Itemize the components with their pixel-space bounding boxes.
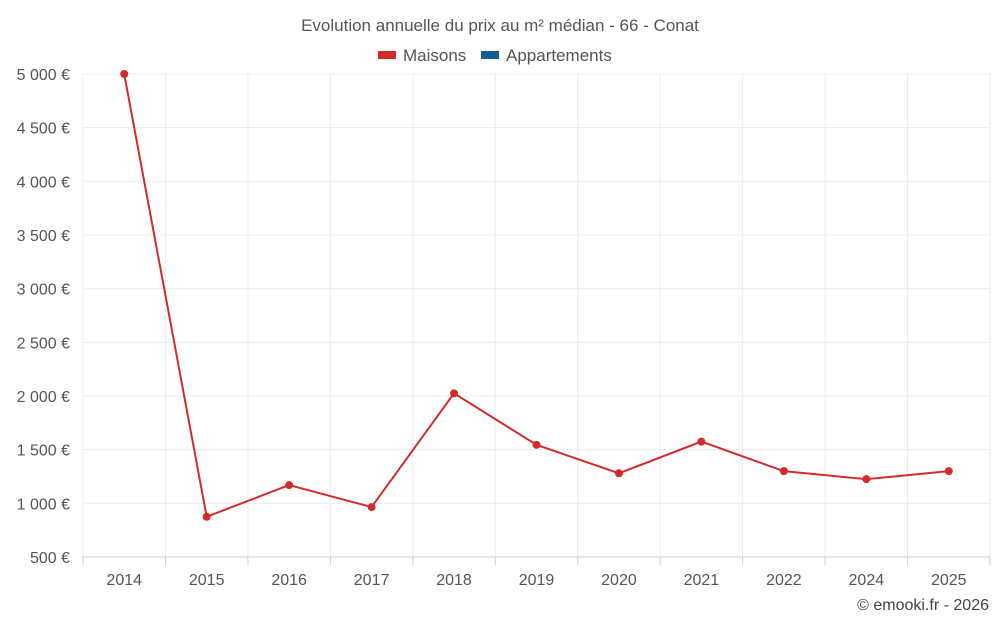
- y-tick-label: 1 500 €: [17, 443, 70, 460]
- legend-item-maisons[interactable]: Maisons: [378, 46, 466, 65]
- x-tick-label: 2022: [766, 572, 802, 589]
- y-axis-ticks: 500 € 1 000 € 1 500 € 2 000 € 2 500 € 3 000 €…: [17, 67, 70, 567]
- x-tick-label: 2014: [106, 572, 142, 589]
- y-tick-label: 2 000 €: [17, 389, 70, 406]
- y-tick-label: 2 500 €: [17, 335, 70, 352]
- data-point[interactable]: [202, 512, 211, 521]
- data-point[interactable]: [697, 437, 706, 446]
- y-tick-label: 5 000 €: [17, 67, 70, 84]
- data-point[interactable]: [367, 503, 376, 512]
- x-tick-label: 2024: [849, 572, 885, 589]
- data-point[interactable]: [862, 475, 871, 484]
- legend-label-appartements: Appartements: [506, 46, 612, 65]
- data-point[interactable]: [285, 481, 294, 490]
- x-tick-label: 2017: [354, 572, 390, 589]
- x-axis-ticks: 2014 2015 2016 2017 2018 2019 2020 2021 2022 2024…: [82, 557, 991, 589]
- chart-title: Evolution annuelle du prix au m² médian …: [301, 16, 699, 35]
- data-point[interactable]: [120, 70, 129, 78]
- x-tick-label: 2020: [601, 572, 637, 589]
- x-tick-label: 2025: [931, 572, 967, 589]
- data-point[interactable]: [532, 440, 541, 449]
- grid: [82, 73, 991, 557]
- credit-text: © emooki.fr - 2026: [857, 597, 989, 614]
- y-tick-label: 500 €: [30, 550, 70, 567]
- y-tick-label: 1 000 €: [17, 496, 70, 513]
- x-tick-label: 2016: [271, 572, 307, 589]
- legend-swatch-appartements: [481, 51, 499, 59]
- data-point[interactable]: [779, 467, 788, 476]
- legend: Maisons Appartements: [378, 46, 612, 65]
- legend-label-maisons: Maisons: [403, 46, 466, 65]
- data-point[interactable]: [450, 389, 459, 398]
- series-maisons: [120, 70, 953, 521]
- y-tick-label: 4 000 €: [17, 174, 70, 191]
- data-point[interactable]: [614, 469, 623, 478]
- y-tick-label: 3 000 €: [17, 282, 70, 299]
- legend-swatch-maisons: [378, 51, 396, 59]
- y-tick-label: 3 500 €: [17, 228, 70, 245]
- x-tick-label: 2018: [436, 572, 472, 589]
- data-point[interactable]: [944, 467, 953, 476]
- x-tick-label: 2021: [684, 572, 720, 589]
- x-tick-label: 2019: [519, 572, 555, 589]
- x-tick-label: 2015: [189, 572, 225, 589]
- y-tick-label: 4 500 €: [17, 121, 70, 138]
- legend-item-appartements[interactable]: Appartements: [481, 46, 612, 65]
